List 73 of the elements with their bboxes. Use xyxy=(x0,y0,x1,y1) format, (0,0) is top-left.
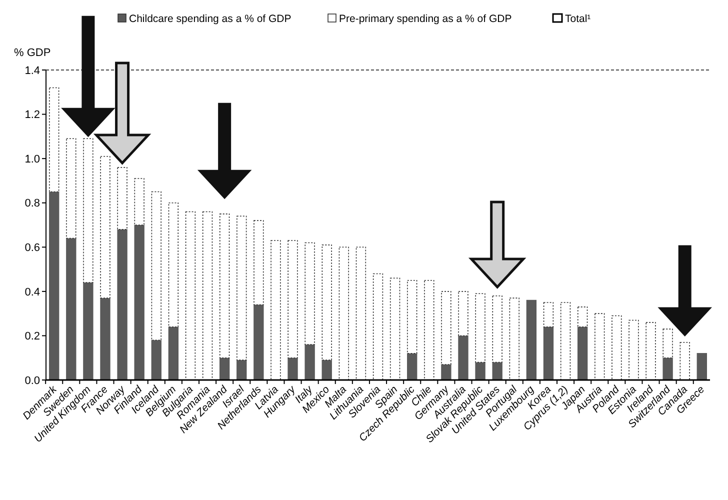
y-tick-label: 1.0 xyxy=(24,153,40,166)
y-tick-label: 1.2 xyxy=(24,109,40,122)
bar xyxy=(100,298,110,380)
bar xyxy=(322,244,332,360)
bar xyxy=(424,280,434,380)
bar xyxy=(66,138,76,239)
bar xyxy=(577,326,588,380)
bar xyxy=(168,202,179,328)
bar xyxy=(696,353,707,380)
bar xyxy=(304,242,315,345)
bar xyxy=(236,216,247,360)
bar xyxy=(304,344,315,380)
bar xyxy=(49,191,60,380)
bar xyxy=(219,214,230,358)
y-axis-title: % GDP xyxy=(14,47,51,59)
bar xyxy=(543,326,554,380)
bar xyxy=(662,328,673,358)
bar xyxy=(100,156,110,298)
bar xyxy=(577,306,588,328)
bar xyxy=(458,291,468,336)
bar xyxy=(322,360,332,380)
text: Total¹ xyxy=(565,13,592,25)
bar xyxy=(117,229,128,380)
bar xyxy=(270,240,281,380)
y-tick-label: 0.0 xyxy=(24,374,40,387)
bar xyxy=(134,224,144,380)
bar xyxy=(236,360,247,380)
bar xyxy=(594,313,605,380)
bar xyxy=(168,326,179,380)
bar xyxy=(628,320,639,380)
bar xyxy=(372,273,384,380)
bar xyxy=(288,240,298,358)
bar xyxy=(254,304,264,380)
bar xyxy=(492,362,502,380)
bar xyxy=(185,211,196,380)
bar xyxy=(202,211,213,380)
bar xyxy=(662,357,673,380)
bar xyxy=(407,280,418,354)
bar xyxy=(475,293,486,363)
bar xyxy=(151,191,162,341)
bar xyxy=(219,357,230,380)
bar xyxy=(254,220,264,306)
bar xyxy=(441,364,452,380)
legend-label: Childcare spending as a % of GDP xyxy=(129,13,292,25)
bar xyxy=(134,178,144,226)
bar xyxy=(458,335,468,380)
y-tick-label: 0.8 xyxy=(24,198,40,210)
y-tick-label: 0.4 xyxy=(24,286,40,298)
bar xyxy=(509,298,520,380)
bar xyxy=(492,295,502,363)
bar xyxy=(441,291,452,365)
bar xyxy=(475,362,486,380)
bar xyxy=(526,300,537,380)
bar xyxy=(543,302,554,328)
bar xyxy=(66,238,76,380)
bar xyxy=(49,87,60,192)
bar xyxy=(288,357,298,380)
bar xyxy=(390,278,400,380)
bar xyxy=(83,282,94,380)
y-tick-label: 1.4 xyxy=(24,64,40,77)
bar xyxy=(646,322,656,380)
y-tick-label: 0.6 xyxy=(24,242,40,254)
bar xyxy=(356,246,366,380)
y-tick-label: 0.2 xyxy=(24,330,40,343)
bar xyxy=(151,340,162,380)
bar xyxy=(612,315,622,380)
bar xyxy=(117,167,128,230)
bar xyxy=(338,246,349,380)
bar xyxy=(83,138,94,283)
legend-label: Pre-primary spending as a % of GDP xyxy=(339,13,512,25)
bar xyxy=(680,342,690,380)
bar xyxy=(407,353,418,380)
bar xyxy=(560,302,571,380)
